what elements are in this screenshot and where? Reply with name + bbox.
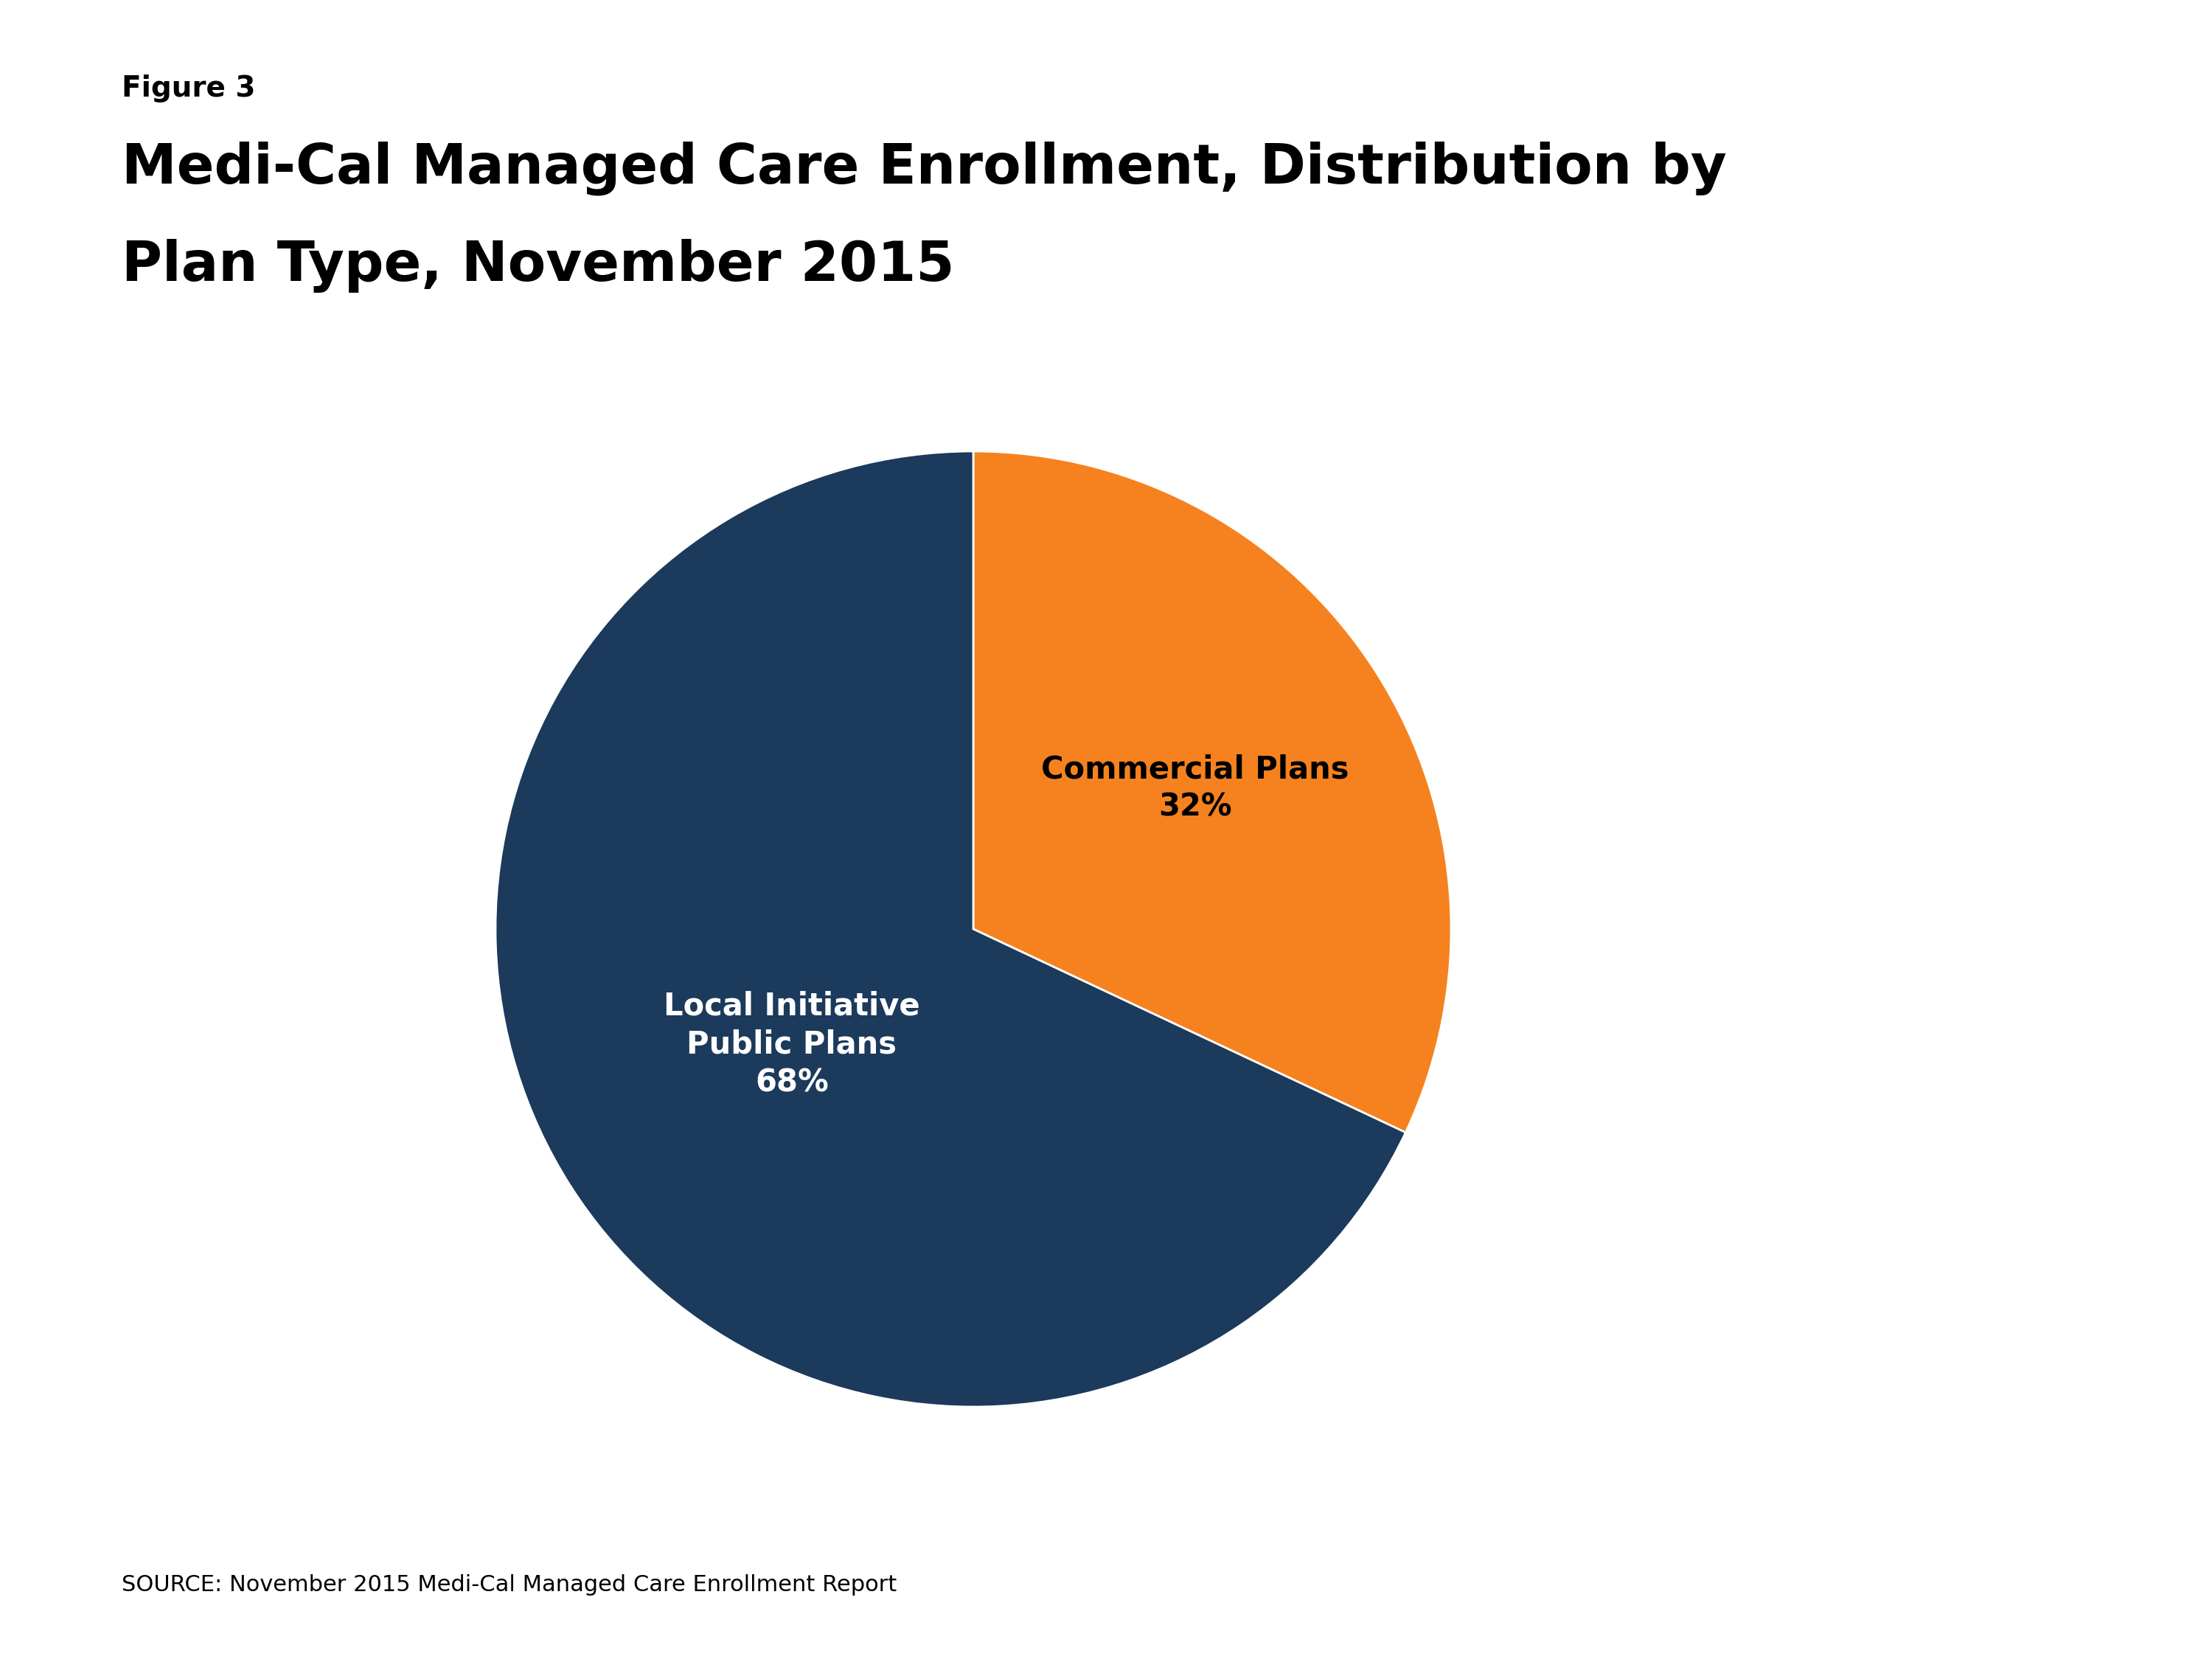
Text: FOUNDATION: FOUNDATION [1984, 1584, 2068, 1596]
Text: THE HENRY J.: THE HENRY J. [1984, 1470, 2068, 1481]
Text: SOURCE: November 2015 Medi-Cal Managed Care Enrollment Report: SOURCE: November 2015 Medi-Cal Managed C… [122, 1574, 896, 1596]
Wedge shape [495, 451, 1405, 1407]
Text: Commercial Plans
32%: Commercial Plans 32% [1042, 753, 1349, 823]
Text: KAISER: KAISER [1989, 1508, 2064, 1526]
Text: Local Initiative
Public Plans
68%: Local Initiative Public Plans 68% [664, 990, 920, 1098]
Text: Medi-Cal Managed Care Enrollment, Distribution by: Medi-Cal Managed Care Enrollment, Distri… [122, 141, 1728, 196]
Text: Plan Type, November 2015: Plan Type, November 2015 [122, 239, 956, 292]
Wedge shape [973, 451, 1451, 1133]
Text: FAMILY: FAMILY [2000, 1550, 2053, 1563]
Text: Figure 3: Figure 3 [122, 75, 254, 103]
